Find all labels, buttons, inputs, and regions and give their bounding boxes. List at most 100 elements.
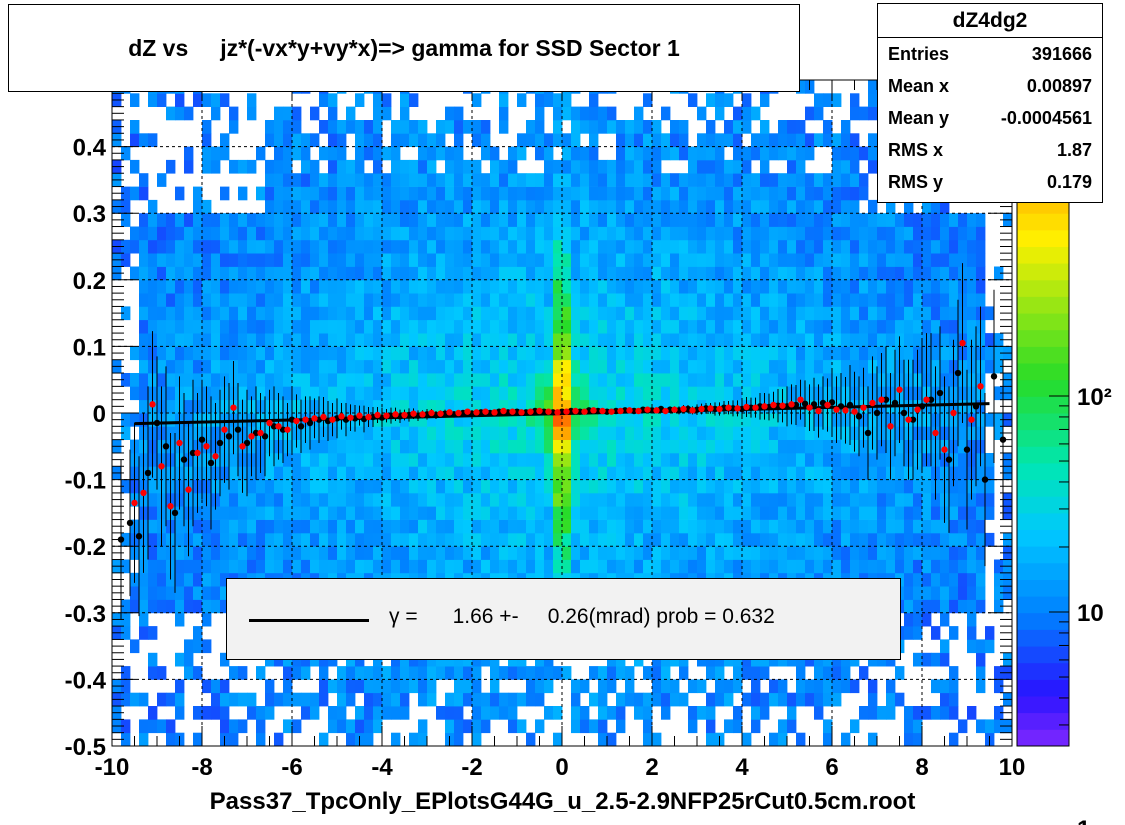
heatmap-cell bbox=[319, 732, 329, 747]
heatmap-cell bbox=[688, 679, 698, 694]
heatmap-cell bbox=[967, 279, 977, 294]
heatmap-cell bbox=[715, 692, 725, 707]
axis-ticks: -10 -8 -6 -4 -2 0 2 4 6 8 10-0.5-0.4-0.3-0.2-0.100… bbox=[65, 80, 1025, 781]
heatmap-cell bbox=[400, 279, 410, 294]
y-tick-label: -0.2 bbox=[65, 534, 106, 561]
heatmap-cell bbox=[499, 559, 509, 574]
heatmap-cell bbox=[940, 559, 950, 574]
heatmap-cell bbox=[832, 293, 842, 307]
heatmap-cell bbox=[823, 133, 833, 147]
heatmap-cell bbox=[778, 479, 788, 494]
heatmap-cell bbox=[715, 279, 725, 294]
heatmap-cell bbox=[661, 386, 671, 401]
heatmap-cell bbox=[652, 399, 662, 414]
stats-row-entries: Entries 391666 bbox=[878, 38, 1102, 70]
heatmap-cell bbox=[346, 439, 356, 454]
heatmap-cell bbox=[202, 226, 212, 241]
heatmap-cell bbox=[373, 266, 383, 281]
heatmap-cell bbox=[661, 226, 671, 241]
heatmap-cell bbox=[643, 559, 653, 574]
heatmap-cell bbox=[517, 439, 527, 454]
heatmap-cell bbox=[877, 306, 887, 321]
profile-red-point bbox=[671, 406, 678, 413]
heatmap-cell bbox=[283, 532, 293, 547]
profile-red-point bbox=[383, 412, 390, 419]
heatmap-cell bbox=[814, 333, 824, 347]
heatmap-cell bbox=[373, 559, 383, 574]
heatmap-cell bbox=[967, 506, 977, 520]
heatmap-cell bbox=[922, 279, 932, 294]
heatmap-cell bbox=[535, 173, 545, 187]
heatmap-cell bbox=[409, 732, 419, 747]
heatmap-cell bbox=[400, 306, 410, 321]
heatmap-cell bbox=[400, 546, 410, 560]
heatmap-cell bbox=[940, 253, 950, 267]
heatmap-cell bbox=[787, 506, 797, 520]
heatmap-cell bbox=[229, 226, 239, 241]
heatmap-cell bbox=[292, 173, 302, 187]
heatmap-cell bbox=[373, 479, 383, 494]
heatmap-cell bbox=[778, 519, 788, 534]
heatmap-cell bbox=[373, 546, 383, 560]
heatmap-cell bbox=[157, 373, 167, 387]
heatmap-cell bbox=[301, 199, 311, 214]
heatmap-cell bbox=[184, 213, 194, 227]
heatmap-cell bbox=[697, 706, 707, 720]
heatmap-cell bbox=[409, 133, 419, 147]
heatmap-cell bbox=[436, 279, 446, 294]
heatmap-cell bbox=[310, 559, 320, 574]
heatmap-cell bbox=[769, 306, 779, 321]
heatmap-cell bbox=[310, 386, 320, 401]
heatmap-cell bbox=[427, 692, 437, 707]
heatmap-cell bbox=[661, 706, 671, 720]
heatmap-cell bbox=[337, 253, 347, 267]
heatmap-cell bbox=[598, 479, 608, 494]
legend-fit-text: γ = 1.66 +- 0.26(mrad) prob = 0.632 bbox=[389, 605, 775, 628]
heatmap-cell bbox=[508, 319, 518, 334]
heatmap-cell bbox=[904, 732, 914, 747]
heatmap-cell bbox=[661, 133, 671, 147]
heatmap-cell bbox=[832, 159, 842, 174]
heatmap-cell bbox=[301, 146, 311, 161]
profile-black-point bbox=[207, 459, 215, 467]
heatmap-cell bbox=[967, 599, 977, 614]
heatmap-cell bbox=[760, 266, 770, 281]
heatmap-cell bbox=[166, 159, 176, 174]
heatmap-cell bbox=[823, 333, 833, 347]
heatmap-cell bbox=[985, 359, 995, 374]
heatmap-cell bbox=[643, 706, 653, 720]
heatmap-cell bbox=[778, 293, 788, 307]
x-tick-label: -2 bbox=[461, 754, 482, 781]
heatmap-cell bbox=[256, 479, 266, 494]
heatmap-cell bbox=[688, 373, 698, 387]
heatmap-cell bbox=[391, 479, 401, 494]
heatmap-cell bbox=[832, 453, 842, 467]
heatmap-cell bbox=[265, 279, 275, 294]
heatmap-cell bbox=[670, 199, 680, 214]
heatmap-cell bbox=[139, 572, 149, 587]
heatmap-cell bbox=[274, 479, 284, 494]
heatmap-cell bbox=[436, 506, 446, 520]
heatmap-cell bbox=[922, 253, 932, 267]
heatmap-cell bbox=[481, 719, 491, 734]
heatmap-cell bbox=[517, 279, 527, 294]
heatmap-cell bbox=[130, 133, 140, 147]
heatmap-cell bbox=[490, 439, 500, 454]
heatmap-cell bbox=[553, 106, 563, 121]
heatmap-cell bbox=[247, 546, 257, 560]
heatmap-cell bbox=[463, 373, 473, 387]
heatmap-cell bbox=[661, 239, 671, 254]
heatmap-cell bbox=[913, 559, 923, 574]
heatmap-cell bbox=[508, 306, 518, 321]
heatmap-cell bbox=[166, 572, 176, 587]
stats-row-rms-x: RMS x 1.87 bbox=[878, 134, 1102, 166]
heatmap-cell bbox=[769, 173, 779, 187]
heatmap-cell bbox=[139, 626, 149, 640]
heatmap-cell bbox=[490, 492, 500, 507]
heatmap-cell bbox=[643, 386, 653, 401]
heatmap-cell bbox=[760, 239, 770, 254]
heatmap-cell bbox=[445, 719, 455, 734]
heatmap-cell bbox=[751, 453, 761, 467]
heatmap-cell bbox=[355, 706, 365, 720]
heatmap-cell bbox=[967, 253, 977, 267]
